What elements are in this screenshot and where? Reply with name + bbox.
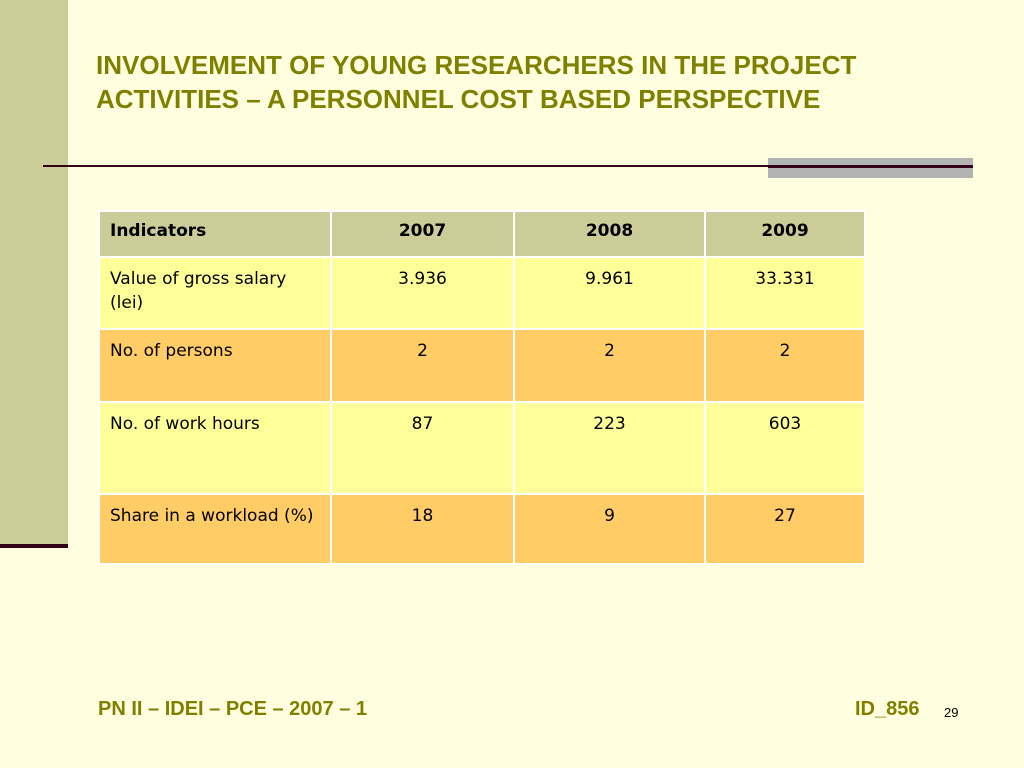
table-header-row: Indicators 2007 2008 2009 (98, 210, 866, 258)
cell-value: 2 (704, 328, 866, 403)
cell-value: 223 (513, 401, 706, 495)
cell-value: 27 (704, 493, 866, 565)
table-row: Value of gross salary (lei) 3.936 9.961 … (98, 256, 866, 330)
title-accent-line (768, 165, 973, 168)
row-label: Share in a workload (%) (98, 493, 332, 565)
cell-value: 3.936 (330, 256, 515, 330)
cell-value: 18 (330, 493, 515, 565)
cell-value: 603 (704, 401, 866, 495)
cell-value: 33.331 (704, 256, 866, 330)
title-accent-bar (768, 158, 973, 178)
cell-value: 87 (330, 401, 515, 495)
cell-value: 2 (513, 328, 706, 403)
footer-project-id: ID_856 (855, 698, 920, 720)
footer-program: PN II – IDEI – PCE – 2007 – 1 (98, 698, 368, 720)
page-number: 29 (944, 705, 959, 720)
table-row: No. of persons 2 2 2 (98, 328, 866, 403)
row-label: No. of work hours (98, 401, 332, 495)
header-2007: 2007 (330, 210, 515, 258)
cell-value: 2 (330, 328, 515, 403)
side-band-underline (0, 544, 68, 548)
cell-value: 9.961 (513, 256, 706, 330)
table-row: Share in a workload (%) 18 9 27 (98, 493, 866, 565)
header-2008: 2008 (513, 210, 706, 258)
slide-title: INVOLVEMENT OF YOUNG RESEARCHERS IN THE … (96, 50, 857, 114)
table-row: No. of work hours 87 223 603 (98, 401, 866, 495)
side-band (0, 0, 68, 545)
header-indicators: Indicators (98, 210, 332, 258)
header-2009: 2009 (704, 210, 866, 258)
indicators-table: Indicators 2007 2008 2009 Value of gross… (98, 210, 866, 565)
row-label: No. of persons (98, 328, 332, 403)
row-label: Value of gross salary (lei) (98, 256, 332, 330)
title-divider (43, 165, 973, 167)
cell-value: 9 (513, 493, 706, 565)
